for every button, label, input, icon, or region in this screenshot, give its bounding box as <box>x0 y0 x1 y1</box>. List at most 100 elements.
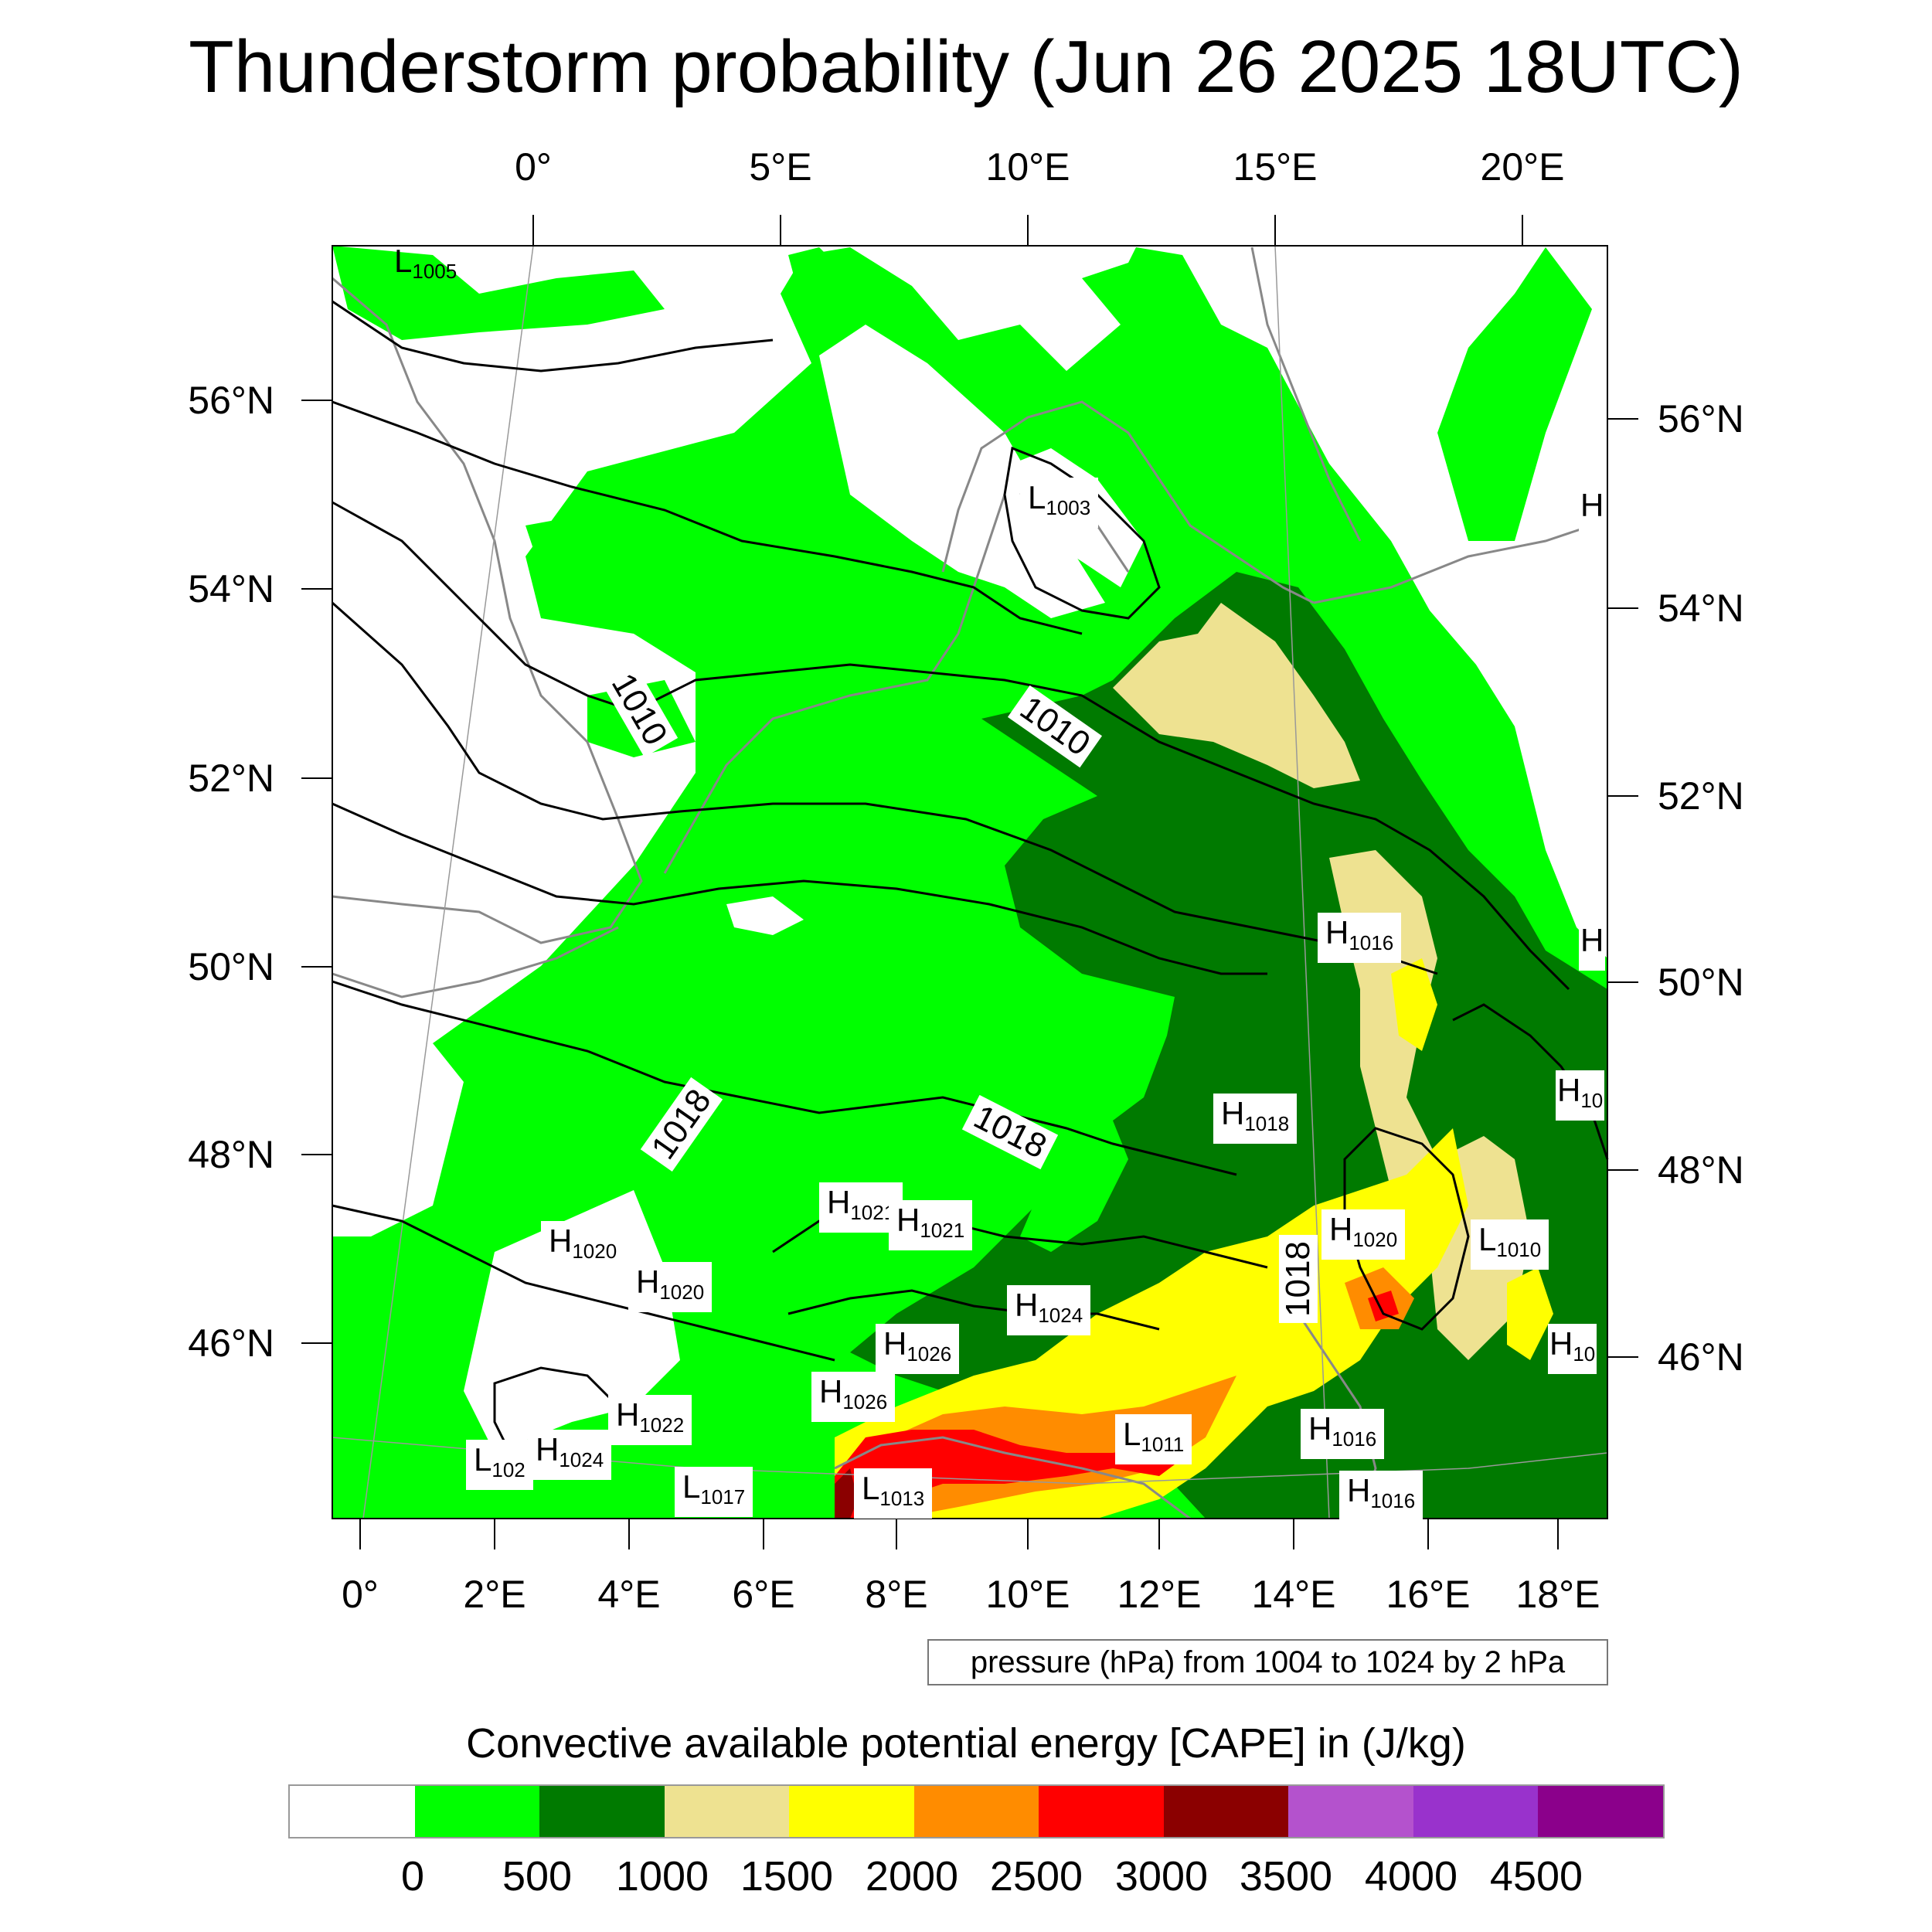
pressure-center-label: L1010 <box>1471 1219 1549 1270</box>
bottom-lon-label: 18°E <box>1515 1573 1600 1616</box>
meridian-0 <box>362 245 534 1519</box>
cape-area-500-1000-valley <box>1020 1082 1128 1252</box>
coastline-britain <box>332 277 643 944</box>
right-lat-label: 56°N <box>1658 397 1744 440</box>
cape-hole <box>726 896 804 935</box>
cape-area-0-500-ne <box>1437 247 1592 541</box>
pressure-center-label: L1003 <box>1020 478 1099 528</box>
bottom-lon-label: 10°E <box>985 1573 1070 1616</box>
tick-marks <box>301 215 1638 1549</box>
pressure-center-label: H1024 <box>528 1430 612 1480</box>
top-lon-label: 10°E <box>985 145 1070 189</box>
top-lon-label: 20°E <box>1480 145 1565 189</box>
colorbar-swatch <box>913 1786 1039 1837</box>
right-lat-label: 54°N <box>1658 587 1744 630</box>
left-lat-label: 48°N <box>188 1133 274 1176</box>
bottom-lon-label: 0° <box>342 1573 379 1616</box>
left-lat-label: 52°N <box>188 757 274 800</box>
map-frame <box>332 245 1608 1519</box>
cape-hole <box>332 1043 464 1236</box>
pressure-center-label: H1024 <box>1007 1285 1091 1335</box>
colorbar <box>288 1784 1665 1838</box>
colorbar-swatch <box>539 1786 665 1837</box>
bottom-lon-label: 14°E <box>1251 1573 1336 1616</box>
bottom-lon-label: 4°E <box>597 1573 661 1616</box>
right-lat-label: 46°N <box>1658 1335 1744 1379</box>
pressure-center-label: H1016 <box>1318 913 1402 963</box>
pressure-center-label: L1005 <box>394 243 457 284</box>
pressure-center-label: L1011 <box>1115 1414 1192 1464</box>
bottom-lon-label: 6°E <box>732 1573 795 1616</box>
cape-area-1000-1500 <box>1113 603 1360 788</box>
cape-area-0-500-band <box>526 479 850 587</box>
top-lon-label: 5°E <box>749 145 812 189</box>
left-lat-label: 54°N <box>188 567 274 611</box>
pressure-center-label: H1021 <box>889 1200 973 1250</box>
right-lat-label: 50°N <box>1658 961 1744 1004</box>
pressure-center-label: H <box>1579 485 1606 536</box>
isobar <box>332 400 1083 635</box>
colorbar-tick: 0 <box>400 1853 425 1900</box>
colorbar-tick: 2500 <box>989 1853 1083 1900</box>
isobar <box>332 601 1438 975</box>
colorbar-tick: 1500 <box>740 1853 834 1900</box>
colorbar-tick: 3500 <box>1239 1853 1333 1900</box>
bottom-lon-label: 12°E <box>1117 1573 1202 1616</box>
colorbar-tick: 2000 <box>865 1853 959 1900</box>
coastline-denmark <box>941 400 1315 604</box>
pressure-center-label: H1016 <box>1301 1409 1385 1459</box>
right-lat-label: 48°N <box>1658 1148 1744 1192</box>
isobar <box>787 1289 1160 1331</box>
bottom-lon-label: 8°E <box>865 1573 928 1616</box>
colorbar-tick: 1000 <box>615 1853 709 1900</box>
cape-area-1500-2000 <box>1391 958 1437 1051</box>
colorbar-swatch <box>1538 1786 1663 1837</box>
colorbar-title: Convective available potential energy [C… <box>466 1720 1466 1767</box>
isobar-value-label: 1018 <box>1278 1235 1318 1323</box>
pressure-center-label: H1016 <box>1339 1471 1423 1521</box>
colorbar-swatch <box>414 1786 539 1837</box>
coastline-scandinavia-east <box>1250 247 1362 542</box>
pressure-center-label: H1020 <box>541 1221 625 1271</box>
cape-area-3000-3500 <box>835 1468 858 1519</box>
colorbar-swatch <box>290 1786 415 1837</box>
colorbar-swatch <box>789 1786 914 1837</box>
colorbar-tick: 3000 <box>1114 1853 1209 1900</box>
colorbar-tick: 4500 <box>1489 1853 1583 1900</box>
colorbar-swatch <box>664 1786 789 1837</box>
meridian-15e <box>1274 245 1330 1519</box>
left-lat-label: 56°N <box>188 379 274 422</box>
isobar <box>1452 1003 1609 1160</box>
cape-hole <box>819 325 1105 618</box>
coastline-liguria <box>834 1436 1191 1520</box>
isobar <box>332 300 774 372</box>
pressure-center-label: H1018 <box>1213 1094 1298 1144</box>
cape-area-1500-2000 <box>1507 1267 1553 1360</box>
pressure-center-label: H10 <box>1548 1324 1597 1374</box>
colorbar-swatch <box>1413 1786 1538 1837</box>
pressure-center-label: H <box>1579 920 1606 971</box>
pressure-center-label: L1013 <box>854 1468 933 1519</box>
isobar <box>332 802 1267 975</box>
colorbar-swatch <box>1039 1786 1164 1837</box>
pressure-center-label: H1020 <box>1321 1209 1406 1260</box>
left-lat-label: 50°N <box>188 945 274 988</box>
pressure-center-label: H10 <box>1556 1070 1605 1121</box>
pressure-center-label: H1026 <box>876 1324 960 1374</box>
cape-hole <box>464 1190 680 1453</box>
pressure-center-label: L102 <box>466 1440 533 1490</box>
bottom-lon-label: 16°E <box>1386 1573 1471 1616</box>
pressure-center-label: H1022 <box>608 1395 692 1445</box>
coastlines <box>332 247 1593 1520</box>
cape-area-0-500-nw <box>332 246 665 340</box>
pressure-center-label: H1026 <box>811 1372 896 1422</box>
colorbar-swatch <box>1163 1786 1288 1837</box>
left-lat-label: 46°N <box>188 1321 274 1365</box>
right-lat-label: 52°N <box>1658 774 1744 818</box>
isobar <box>332 980 1237 1176</box>
map-title: Thunderstorm probability (Jun 26 2025 18… <box>189 26 1743 108</box>
top-lon-label: 15°E <box>1233 145 1318 189</box>
coastline-continent <box>663 494 1006 874</box>
pressure-note: pressure (hPa) from 1004 to 1024 by 2 hP… <box>927 1639 1608 1685</box>
